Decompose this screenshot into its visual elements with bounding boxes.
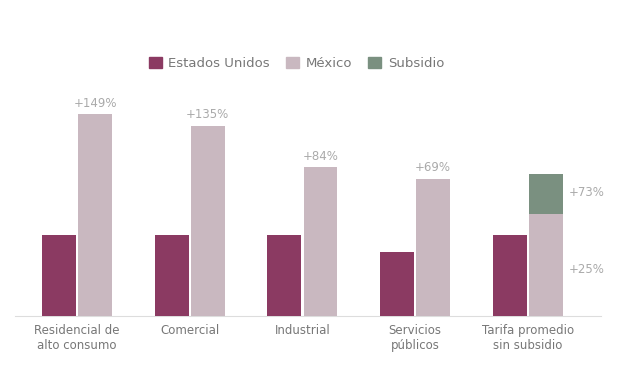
Bar — [191, 126, 224, 316]
Bar — [42, 235, 76, 316]
Text: +135%: +135% — [186, 108, 229, 121]
Bar — [529, 214, 563, 316]
Text: +84%: +84% — [302, 150, 338, 163]
Bar — [78, 114, 112, 316]
Bar — [529, 174, 563, 214]
Text: +149%: +149% — [73, 97, 117, 110]
Bar — [268, 235, 301, 316]
Bar — [380, 252, 414, 316]
Bar — [155, 235, 189, 316]
Text: +69%: +69% — [415, 161, 451, 174]
Text: +73%: +73% — [569, 186, 604, 199]
Bar — [416, 179, 450, 316]
Bar — [493, 235, 527, 316]
Legend: Estados Unidos, México, Subsidio: Estados Unidos, México, Subsidio — [143, 51, 449, 75]
Bar — [304, 167, 338, 316]
Text: +25%: +25% — [569, 264, 604, 276]
